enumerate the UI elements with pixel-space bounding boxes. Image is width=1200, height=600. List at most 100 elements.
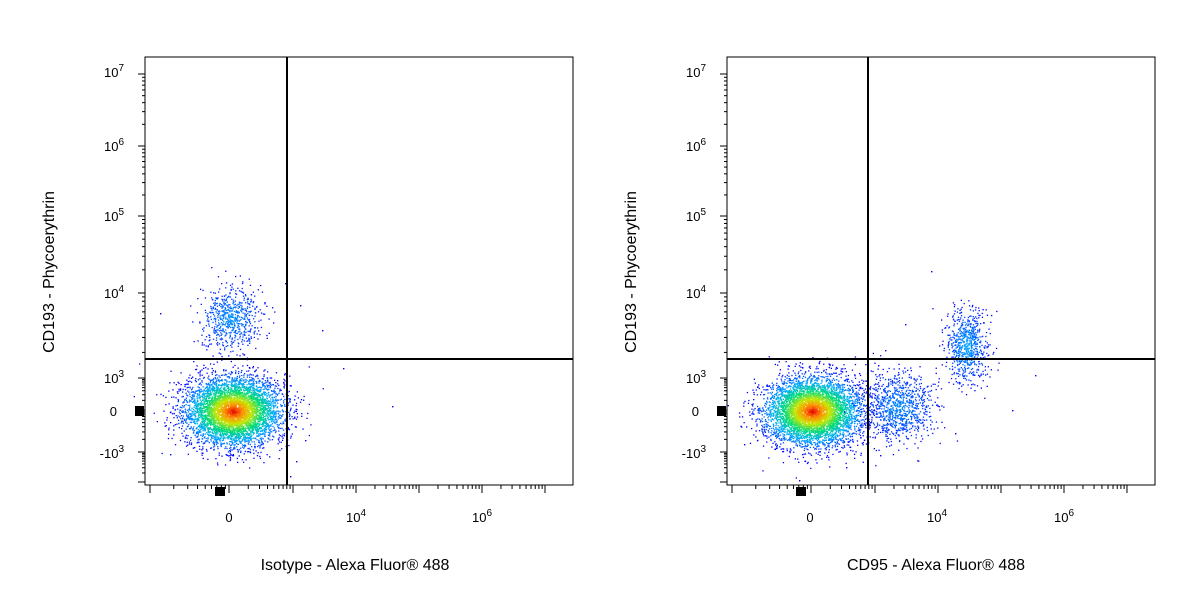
event-point <box>196 395 198 398</box>
event-point <box>250 403 252 405</box>
event-point <box>198 419 200 422</box>
event-point <box>247 400 249 402</box>
event-point <box>187 390 189 392</box>
event-point <box>215 395 217 397</box>
event-point <box>233 421 235 423</box>
event-point <box>228 455 230 457</box>
event-point <box>230 416 232 418</box>
event-point <box>277 426 279 428</box>
event-point <box>188 416 190 418</box>
event-point <box>261 405 264 407</box>
event-point <box>219 428 221 431</box>
event-point <box>174 424 176 426</box>
event-point <box>243 376 245 378</box>
event-point <box>213 389 216 391</box>
event-point <box>243 382 245 385</box>
event-point <box>238 402 240 405</box>
event-point <box>204 415 206 417</box>
event-point <box>221 425 223 427</box>
event-point <box>262 378 264 380</box>
event-point <box>202 407 204 410</box>
event-point <box>256 409 258 411</box>
event-point <box>264 434 266 436</box>
event-point <box>254 370 256 372</box>
event-point <box>267 431 269 433</box>
event-point <box>239 408 241 410</box>
event-point <box>214 419 216 421</box>
event-point <box>265 413 267 416</box>
event-point <box>228 376 230 378</box>
event-point <box>238 422 241 424</box>
event-point <box>183 418 186 420</box>
event-point <box>199 392 201 394</box>
event-point <box>237 421 239 423</box>
event-point <box>247 451 250 453</box>
event-point <box>223 425 225 427</box>
event-point <box>277 443 279 445</box>
event-point <box>208 413 210 415</box>
event-point <box>220 387 222 389</box>
event-point <box>184 410 187 412</box>
event-point <box>203 415 205 417</box>
event-point <box>254 394 256 396</box>
event-point <box>250 412 252 414</box>
event-point <box>216 404 218 406</box>
event-point <box>194 400 196 402</box>
event-point <box>270 417 273 419</box>
event-point <box>239 424 241 426</box>
event-point <box>218 413 220 416</box>
event-point <box>242 417 244 419</box>
event-point <box>222 417 225 419</box>
event-point <box>180 422 182 424</box>
event-point <box>210 435 212 437</box>
event-point <box>237 436 239 438</box>
event-point <box>214 438 216 440</box>
event-point <box>236 435 238 437</box>
event-point <box>283 433 286 435</box>
event-point <box>245 437 247 440</box>
event-point <box>208 432 211 434</box>
event-point <box>276 410 278 412</box>
event-point <box>248 416 250 418</box>
event-point <box>227 410 229 412</box>
event-point <box>233 415 236 418</box>
event-point <box>266 392 268 395</box>
event-point <box>199 370 202 372</box>
event-point <box>172 406 174 408</box>
event-point <box>252 383 254 385</box>
event-point <box>219 393 221 395</box>
event-point <box>270 409 272 412</box>
event-point <box>202 448 204 450</box>
event-point <box>281 405 283 407</box>
event-point <box>233 419 236 421</box>
event-point <box>252 388 254 390</box>
event-point <box>238 383 240 385</box>
event-point <box>217 416 219 418</box>
event-point <box>250 379 252 381</box>
event-point <box>231 415 234 417</box>
event-point <box>283 381 285 384</box>
event-point <box>265 422 267 424</box>
event-point <box>208 404 210 406</box>
event-point <box>203 424 206 426</box>
event-point <box>256 414 259 416</box>
event-point <box>248 383 250 385</box>
event-point <box>202 457 204 460</box>
event-point <box>264 440 266 442</box>
event-point <box>261 381 263 384</box>
event-point <box>206 388 208 390</box>
event-point <box>165 396 167 399</box>
event-point <box>176 391 179 393</box>
event-point <box>215 374 217 377</box>
event-point <box>276 407 278 409</box>
event-point <box>204 398 206 400</box>
event-point <box>249 388 252 390</box>
event-point <box>261 394 263 397</box>
event-point <box>200 411 202 413</box>
event-point <box>258 424 260 426</box>
event-point <box>213 416 215 418</box>
event-point <box>189 409 191 411</box>
event-point <box>239 389 241 391</box>
event-point <box>289 414 291 416</box>
event-point <box>180 418 182 420</box>
